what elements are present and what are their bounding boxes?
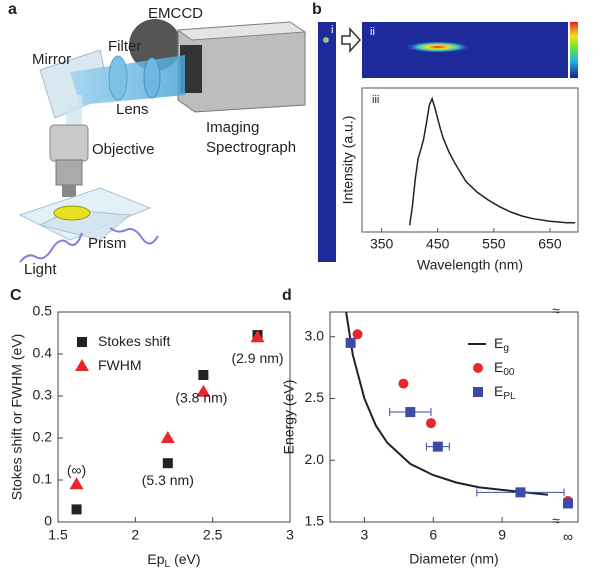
- plot-frame: [329, 311, 579, 523]
- y-tick-label: 0.1: [33, 471, 53, 487]
- subscript: L: [165, 559, 171, 570]
- panel-label: d: [282, 287, 292, 304]
- x-tick-label: 350: [370, 236, 394, 252]
- marker: [160, 431, 175, 443]
- x-tick-label: 2: [131, 527, 139, 543]
- x-tick-label: 3: [286, 527, 294, 543]
- x-axis-label-unit: (eV): [174, 551, 200, 567]
- annotation: (∞): [67, 462, 86, 478]
- x-tick-label: 9: [498, 527, 506, 543]
- diagram-label: Spectrograph: [206, 139, 296, 156]
- x-tick-label: 3: [361, 527, 369, 543]
- legend-name: E: [494, 359, 503, 375]
- subscript: PL: [503, 391, 516, 402]
- x-axis-label: Wavelength (nm): [417, 257, 523, 273]
- fit-line: [345, 312, 548, 496]
- legend-label: E00: [494, 359, 515, 378]
- y-tick-label: 3.0: [305, 327, 325, 343]
- axis-break: ≈: [552, 513, 560, 529]
- legend-label: EPL: [494, 383, 516, 402]
- diagram-label: Light: [24, 261, 57, 278]
- diagram-label: EMCCD: [148, 5, 203, 22]
- marker: [71, 504, 82, 515]
- inset-label: i: [331, 24, 333, 36]
- diagram-label: Objective: [92, 141, 155, 158]
- inset-label: iii: [372, 94, 379, 106]
- annotation: (5.3 nm): [142, 472, 194, 488]
- inset-label: ii: [370, 26, 375, 38]
- spectrum-line: [408, 96, 576, 226]
- marker: [69, 477, 84, 490]
- x-tick-label: 550: [482, 236, 506, 252]
- x-tick-label: ∞: [563, 529, 573, 545]
- legend-label: Eg: [494, 335, 509, 354]
- axis-break: ≈: [552, 303, 560, 319]
- y-tick-label: 0.2: [33, 429, 53, 445]
- legend-marker: [473, 363, 483, 373]
- legend-label: Stokes shift: [98, 333, 170, 349]
- marker: [425, 418, 436, 429]
- image-spot: [404, 41, 472, 53]
- marker: [352, 329, 363, 340]
- y-axis-label: Intensity (a.u.): [340, 116, 356, 205]
- marker: [515, 487, 526, 498]
- diagram-label: Imaging: [206, 119, 259, 136]
- legend-name: E: [494, 383, 503, 399]
- legend-marker: [77, 337, 87, 347]
- marker: [250, 330, 265, 343]
- plot-frame: [57, 311, 291, 523]
- legend-marker: [473, 387, 483, 397]
- x-tick-label: 650: [538, 236, 562, 252]
- plot-frame: [361, 87, 579, 233]
- panel-label: C: [10, 287, 22, 304]
- y-tick-label: 0.4: [33, 345, 53, 361]
- marker: [405, 407, 416, 418]
- y-tick-label: 1.5: [305, 513, 325, 529]
- legend-label: FWHM: [98, 357, 142, 373]
- legend-name: Stokes shift: [98, 333, 170, 349]
- marker: [345, 337, 356, 348]
- x-tick-label: 6: [429, 527, 437, 543]
- annotation: (2.9 nm): [231, 350, 283, 366]
- marker: [398, 378, 409, 389]
- annotation: (3.8 nm): [175, 390, 227, 406]
- y-tick-label: 0: [44, 513, 52, 529]
- setup-diagram: [18, 19, 307, 263]
- diagram-label: Filter: [108, 38, 141, 55]
- marker: [432, 441, 443, 452]
- subscript: 00: [503, 367, 515, 378]
- diagram-label: Mirror: [32, 51, 71, 68]
- panel-label: b: [312, 1, 322, 18]
- y-tick-label: 2.5: [305, 389, 325, 405]
- colorbar: [570, 22, 578, 78]
- y-axis-label: Stokes shift or FWHM (eV): [9, 334, 25, 500]
- camera-image: [318, 22, 336, 262]
- diagram-label: Lens: [116, 101, 149, 118]
- y-tick-label: 0.3: [33, 387, 53, 403]
- arrow: [341, 27, 362, 53]
- x-tick-label: 450: [426, 236, 450, 252]
- x-axis-label: Diameter (nm): [409, 551, 498, 567]
- legend-name: E: [494, 335, 503, 351]
- marker: [196, 384, 211, 397]
- x-axis-label-main: Ep: [147, 551, 164, 567]
- y-tick-label: 0.5: [33, 303, 53, 319]
- panel-label: a: [8, 1, 17, 18]
- x-axis-label: EpL (eV): [147, 551, 200, 570]
- y-axis-label: Energy (eV): [281, 380, 297, 455]
- marker: [198, 370, 209, 380]
- x-tick-label: 1.5: [48, 527, 68, 543]
- legend-marker: [75, 359, 89, 371]
- marker: [563, 498, 573, 509]
- legend-name: FWHM: [98, 357, 142, 373]
- diagram-label: Prism: [88, 235, 126, 252]
- image-spot: [322, 36, 330, 44]
- x-tick-label: 2.5: [203, 527, 223, 543]
- subscript: g: [503, 343, 509, 354]
- y-tick-label: 2.0: [305, 451, 325, 467]
- marker: [162, 458, 173, 469]
